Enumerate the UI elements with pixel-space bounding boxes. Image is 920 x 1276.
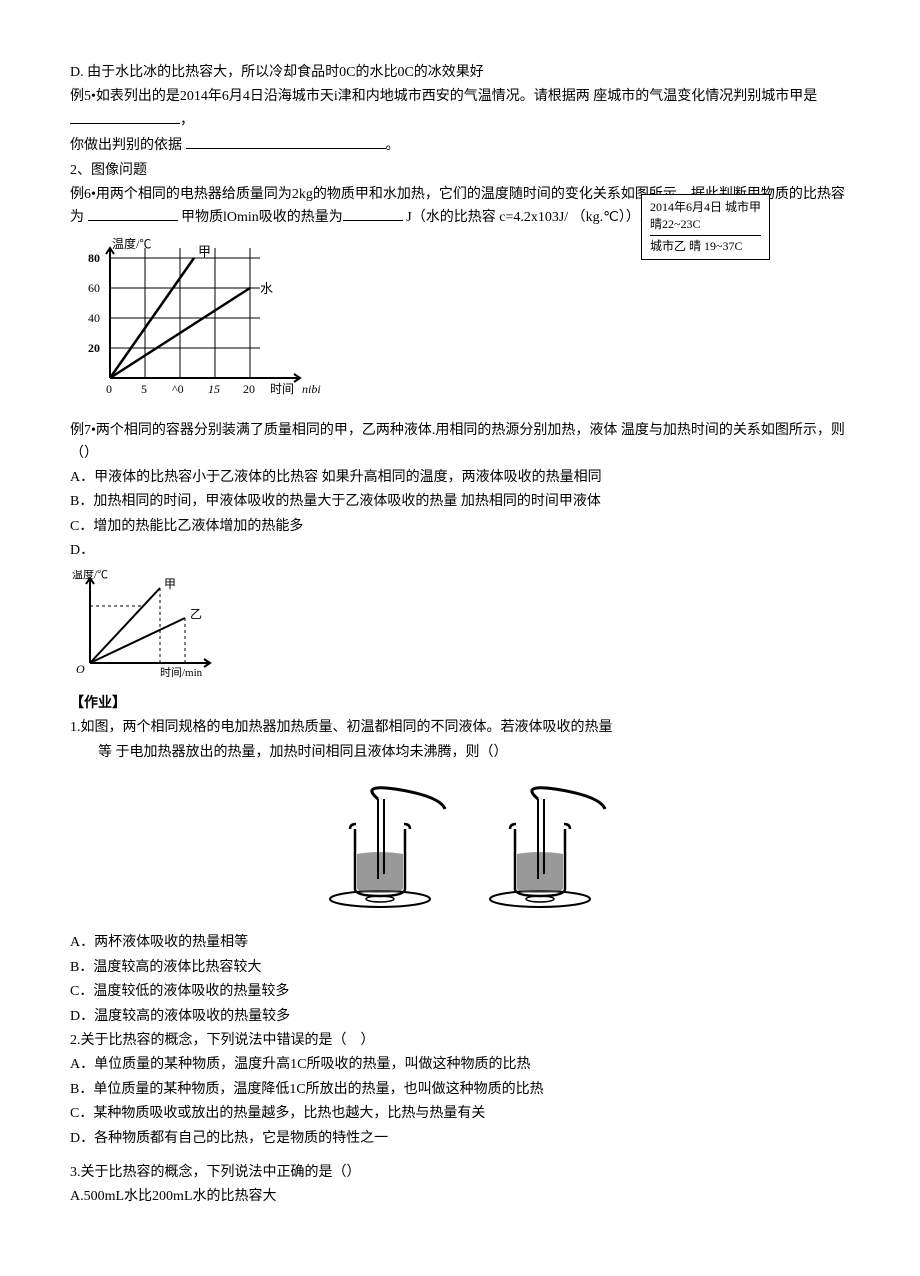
xtick-15: 15 — [208, 382, 220, 396]
ex6-xlabel: 时间 — [270, 382, 294, 396]
ex5-text1: 例5•如表列出的是2014年6月4日沿海城市天i津和内地城市西安的气温情况。请根… — [70, 89, 817, 104]
ex7-optA: A．甲液体的比热容小于乙液体的比热容 如果升高相同的温度，两液体吸收的热量相同 — [70, 467, 850, 489]
option-d-top: D. 由于水比冰的比热容大，所以冷却食品时0C的水比0C的冰效果好 — [70, 62, 850, 84]
ex7-stem: 例7•两个相同的容器分别装满了质量相同的甲，乙两种液体.用相同的热源分别加热，液… — [70, 420, 850, 465]
ex7-optD: D． — [70, 540, 850, 562]
q2-optB: B．单位质量的某种物质，温度降低1C所放出的热量，也叫做这种物质的比热 — [70, 1079, 850, 1101]
ex5-line1: 例5•如表列出的是2014年6月4日沿海城市天i津和内地城市西安的气温情况。请根… — [70, 86, 850, 132]
ex6-text2: J（水的比热容 c=4.2x103J/ （kg.℃））. — [406, 210, 643, 225]
ex7-yi: 乙 — [190, 607, 202, 621]
ex7-ylabel: 温度/℃ — [72, 570, 108, 581]
xtick-10: ^0 — [172, 382, 184, 396]
ytick-20: 20 — [88, 341, 100, 355]
ex6-series-water: 水 — [260, 281, 273, 296]
xtick-20: 20 — [243, 382, 255, 396]
ex6-xunit: nibi — [302, 382, 321, 396]
ex6-series-jia: 甲 — [198, 244, 211, 259]
ex6-chart: 温度/℃ 时间 nibi 80 60 40 20 0 5 ^0 15 20 — [70, 238, 850, 416]
ex5-line2: 你做出判别的依据 。 — [70, 134, 850, 157]
weather-row2: 城市乙 晴 19~37C — [650, 235, 761, 255]
ex7-chart: 温度/℃ 时间/min O 甲 乙 — [70, 570, 850, 688]
beaker-left — [330, 788, 445, 907]
ytick-60: 60 — [88, 281, 100, 295]
ex6-text1b: 甲物质lOmin吸收的热量为 — [181, 210, 343, 225]
section2-title: 2、图像问题 — [70, 160, 850, 182]
q1-stem: 1.如图，两个相同规格的电加热器加热质量、初温都相同的不同液体。若液体吸收的热量 — [70, 717, 850, 739]
q3-optA: A.500mL水比200mL水的比热容大 — [70, 1186, 850, 1208]
q2-optC: C．某种物质吸收或放出的热量越多，比热也越大，比热与热量有关 — [70, 1103, 850, 1125]
q3-stem: 3.关于比热容的概念，下列说法中正确的是（） — [70, 1162, 850, 1184]
xtick-5: 5 — [141, 382, 147, 396]
ex7-optC: C．增加的热能比乙液体增加的热能多 — [70, 516, 850, 538]
ex5-blank2[interactable] — [186, 134, 386, 149]
q1-stem2: 等 于电加热器放出的热量，加热时间相同且液体均未沸腾，则（） — [70, 742, 850, 764]
q1-optC: C．温度较低的液体吸收的热量较多 — [70, 981, 850, 1003]
ytick-40: 40 — [88, 311, 100, 325]
q2-optA: A．单位质量的某种物质，温度升高1C所吸收的热量，叫做这种物质的比热 — [70, 1054, 850, 1076]
q1-optA: A．两杯液体吸收的热量相等 — [70, 932, 850, 954]
q2-optD: D．各种物质都有自己的比热，它是物质的特性之一 — [70, 1128, 850, 1150]
q1-optB: B．温度较高的液体比热容较大 — [70, 957, 850, 979]
ex6-blank1[interactable] — [88, 206, 178, 221]
ex5-text2: 你做出判别的依据 — [70, 138, 186, 153]
ex7-chart-svg: 温度/℃ 时间/min O 甲 乙 — [70, 570, 230, 680]
ex5-blank1[interactable] — [70, 109, 180, 124]
ex7-xlabel: 时间/min — [160, 666, 203, 679]
beaker-svg — [300, 774, 620, 914]
ytick-80: 80 — [88, 251, 100, 265]
weather-header: 2014年6月4日 城市甲 — [650, 199, 761, 216]
q1-optD: D．温度较高的液体吸收的热量较多 — [70, 1006, 850, 1028]
ex7-optB: B．加热相同的时间，甲液体吸收的热量大于乙液体吸收的热量 加热相同的时间甲液体 — [70, 491, 850, 513]
weather-box: 2014年6月4日 城市甲 晴22~23C 城市乙 晴 19~37C — [641, 194, 770, 259]
ex7-origin: O — [76, 662, 85, 676]
ex7-jia: 甲 — [164, 577, 176, 591]
xtick-0: 0 — [106, 382, 112, 396]
ex6-blank2[interactable] — [343, 206, 403, 221]
weather-row1: 晴22~23C — [650, 216, 761, 233]
ex6-chart-svg: 温度/℃ 时间 nibi 80 60 40 20 0 5 ^0 15 20 — [70, 238, 330, 408]
ex5-suffix: 。 — [386, 138, 400, 153]
q2-stem: 2.关于比热容的概念，下列说法中错误的是（ ） — [70, 1030, 850, 1052]
beaker-figure — [70, 774, 850, 922]
beaker-right — [490, 788, 605, 907]
homework-title: 【作业】 — [70, 693, 850, 715]
